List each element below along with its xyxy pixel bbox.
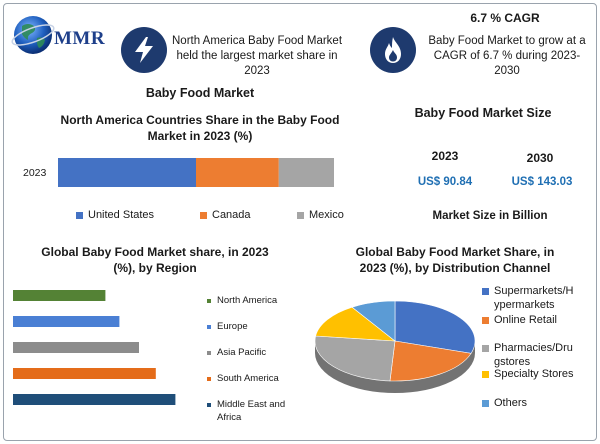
- lightning-icon: [135, 37, 153, 63]
- market-size-year-2030: 2030: [526, 151, 554, 165]
- legend-canada: Canada: [200, 209, 251, 221]
- legend-swatch-canada: [200, 211, 207, 219]
- country-chart-category: 2023: [23, 167, 47, 179]
- channel-legend-swatch-specialty-stores: [482, 370, 489, 378]
- channel-legend-swatch-online-retail: [482, 316, 489, 324]
- highlight-left-text: North America Baby Food Market held the …: [172, 35, 343, 77]
- region-legend-label-mea: Middle East and Africa: [217, 399, 286, 423]
- channel-legend-label-specialty-stores: Specialty Stores: [494, 368, 574, 380]
- bar-segment-canada: [196, 158, 279, 187]
- legend-label-mexico: Mexico: [309, 209, 344, 221]
- region-share-chart: [13, 290, 176, 405]
- market-size-value-2023: US$ 90.84: [417, 176, 473, 188]
- region-bar-middle-east-and-africa: [13, 394, 176, 405]
- channel-legend-label-online-retail: Online Retail: [494, 314, 557, 326]
- region-bar-asia-pacific: [13, 342, 139, 353]
- region-legend-south-america: South America: [207, 372, 279, 385]
- region-legend-swatch-europe: [207, 324, 211, 329]
- lightning-badge: [121, 27, 167, 73]
- legend-swatch-united-states: [76, 211, 83, 219]
- main-title: Baby Food Market: [145, 86, 255, 100]
- channel-legend-swatch-others: [482, 399, 489, 407]
- flame-icon: [385, 37, 401, 63]
- channel-legend-swatch-pharmacies: [482, 344, 489, 352]
- market-size-value-2030: US$ 143.03: [511, 176, 573, 188]
- channel-legend-label-others: Others: [494, 397, 528, 409]
- pie-slice-pharmacies-drugstores: [314, 335, 396, 382]
- legend-mexico: Mexico: [297, 209, 344, 221]
- region-legend-label-south-america: South America: [217, 373, 279, 384]
- cagr-title: 6.7 % CAGR: [470, 11, 540, 25]
- legend-united-states: United States: [76, 209, 154, 221]
- globe-icon: [11, 16, 55, 54]
- region-legend-europe: Europe: [207, 320, 248, 333]
- pie-slice-specialty-stores: [315, 306, 396, 342]
- pie-slice-online-retail: [389, 340, 472, 382]
- region-legend-swatch-north-america: [207, 298, 211, 303]
- pie-slice-supermarkets-hypermarkets: [394, 300, 476, 354]
- channel-legend-online-retail: Online Retail: [482, 313, 578, 327]
- flame-badge: [370, 27, 416, 73]
- channel-legend-swatch-supermarkets: [482, 287, 489, 295]
- chart-region-title: Global Baby Food Market share, in 2023 (…: [41, 245, 269, 275]
- brand-logo: MMR: [10, 12, 110, 62]
- region-legend-north-america: North America: [207, 294, 277, 307]
- region-legend-label-europe: Europe: [217, 321, 248, 332]
- channel-legend-specialty-stores: Specialty Stores: [482, 367, 582, 381]
- region-legend-label-north-america: North America: [217, 295, 278, 306]
- pie-slice-others: [351, 300, 396, 342]
- region-legend-swatch-mea: [207, 402, 211, 407]
- market-size-title: Baby Food Market Size: [414, 106, 552, 120]
- infographic-frame: [3, 3, 597, 441]
- bar-segment-united-states: [58, 158, 196, 187]
- legend-swatch-mexico: [297, 211, 304, 219]
- market-size-unit-label: Market Size in Billion: [432, 210, 548, 222]
- logo-text: MMR: [54, 28, 106, 49]
- region-legend-asia-pacific: Asia Pacific: [207, 346, 266, 359]
- channel-share-pie: [314, 300, 476, 393]
- region-bar-europe: [13, 316, 120, 327]
- cagr-text: Baby Food Market to grow at a CAGR of 6.…: [428, 35, 586, 77]
- market-size-year-2023: 2023: [431, 149, 459, 163]
- country-share-chart: 2023: [23, 158, 334, 187]
- region-bar-south-america: [13, 368, 156, 379]
- channel-legend-label-supermarkets: Supermarkets/H ypermarkets: [494, 285, 574, 311]
- region-legend-swatch-asia-pacific: [207, 350, 211, 355]
- region-bar-north-america: [13, 290, 106, 301]
- chart-channel-title: Global Baby Food Market Share, in 2023 (…: [355, 245, 555, 275]
- channel-legend-others: Others: [482, 396, 578, 410]
- region-legend-mea: Middle East and Africa: [207, 398, 297, 424]
- legend-label-united-states: United States: [88, 209, 155, 221]
- legend-label-canada: Canada: [212, 209, 251, 221]
- channel-legend-label-pharmacies: Pharmacies/Dru gstores: [494, 342, 573, 368]
- bar-segment-mexico: [278, 158, 334, 187]
- region-legend-swatch-south-america: [207, 376, 211, 381]
- channel-legend-pharmacies: Pharmacies/Dru gstores: [482, 341, 578, 369]
- channel-legend-supermarkets: Supermarkets/H ypermarkets: [482, 284, 578, 312]
- region-legend-label-asia-pacific: Asia Pacific: [217, 347, 267, 358]
- chart-country-title: North America Countries Share in the Bab…: [60, 113, 340, 143]
